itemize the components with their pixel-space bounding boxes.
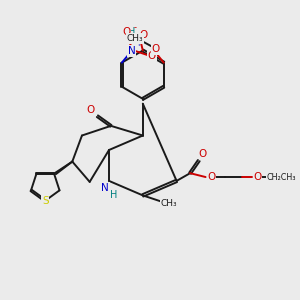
Text: S: S (42, 196, 49, 206)
Text: +: + (135, 39, 142, 48)
Text: H: H (128, 27, 135, 37)
Text: O: O (140, 30, 148, 40)
Text: H: H (110, 190, 118, 200)
Text: O: O (148, 51, 156, 61)
Text: -: - (134, 23, 136, 32)
Text: O: O (254, 172, 262, 182)
Text: O: O (199, 149, 207, 159)
Text: O: O (123, 27, 131, 37)
Text: O: O (152, 44, 160, 54)
Text: N: N (128, 46, 135, 56)
Text: CH₃: CH₃ (160, 199, 177, 208)
Text: O: O (86, 105, 95, 116)
Text: CH₂CH₃: CH₂CH₃ (266, 172, 296, 182)
Text: O: O (207, 172, 215, 182)
Text: CH₃: CH₃ (126, 34, 143, 43)
Text: N: N (101, 183, 109, 193)
